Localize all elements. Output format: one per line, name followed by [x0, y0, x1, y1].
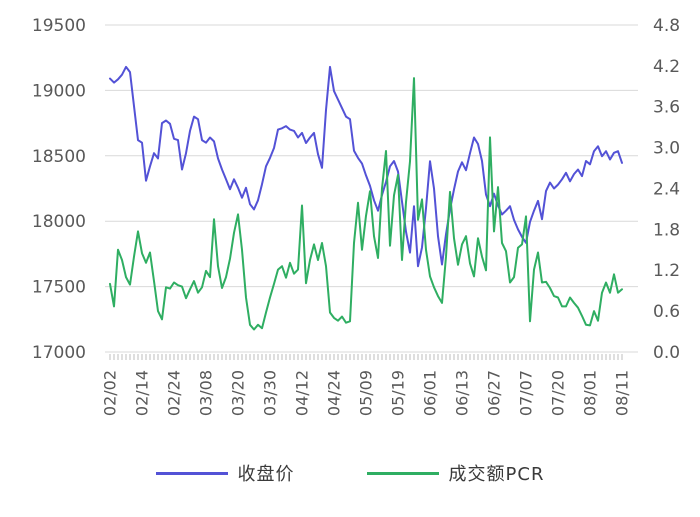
- y-axis-right-tick-label: 4.8: [653, 16, 680, 36]
- chart-legend: 收盘价 成交额PCR: [0, 460, 700, 486]
- y-axis-right-tick-label: 0.6: [653, 302, 680, 322]
- y-axis-right-tick-label: 4.2: [653, 57, 680, 77]
- y-axis-left-tick-label: 19500: [32, 16, 86, 36]
- x-axis-tick-label: 08/01: [581, 370, 600, 416]
- x-axis-tick-label: 06/13: [453, 370, 472, 416]
- legend-item-close-price: 收盘价: [155, 460, 295, 486]
- y-axis-left-tick-label: 18500: [32, 147, 86, 167]
- x-axis-tick-label: 07/20: [549, 370, 568, 416]
- legend-item-turnover-pcr: 成交额PCR: [366, 460, 545, 486]
- x-axis-tick-label: 04/24: [325, 370, 344, 416]
- x-axis-tick-label: 07/07: [517, 370, 536, 416]
- x-axis-tick-label: 02/14: [133, 370, 152, 416]
- x-axis-tick-label: 03/30: [261, 370, 280, 416]
- x-axis-tick-label: 03/20: [229, 370, 248, 416]
- x-axis-tick-label: 08/11: [613, 370, 632, 416]
- y-axis-right-tick-label: 0.0: [653, 343, 680, 363]
- x-axis-tick-label: 06/27: [485, 370, 504, 416]
- y-axis-left-tick-label: 18000: [32, 212, 86, 232]
- x-axis-tick-label: 05/19: [389, 370, 408, 416]
- y-axis-right-tick-label: 2.4: [653, 179, 680, 199]
- x-axis-tick-label: 05/09: [357, 370, 376, 416]
- y-axis-right-tick-label: 1.8: [653, 220, 680, 240]
- y-axis-left-tick-label: 17500: [32, 278, 86, 298]
- x-axis-tick-label: 04/12: [293, 370, 312, 416]
- x-axis-tick-label: 02/02: [101, 370, 120, 416]
- x-axis-tick-label: 03/08: [197, 370, 216, 416]
- x-axis-tick-label: 06/01: [421, 370, 440, 416]
- legend-label-close-price: 收盘价: [237, 464, 295, 485]
- y-axis-left-tick-label: 19000: [32, 81, 86, 101]
- y-axis-right-tick-label: 1.2: [653, 261, 680, 281]
- close-price-line: [109, 65, 623, 268]
- close-price-line-swatch-icon: [155, 471, 228, 475]
- turnover-pcr-line-swatch-icon: [366, 471, 439, 475]
- y-axis-right-tick-label: 3.6: [653, 98, 680, 118]
- turnover-pcr-line: [109, 77, 623, 331]
- legend-label-turnover-pcr: 成交额PCR: [448, 464, 545, 485]
- y-axis-right-tick-label: 3.0: [653, 139, 680, 159]
- y-axis-left-tick-label: 17000: [32, 343, 86, 363]
- x-axis-tick-label: 02/24: [165, 370, 184, 416]
